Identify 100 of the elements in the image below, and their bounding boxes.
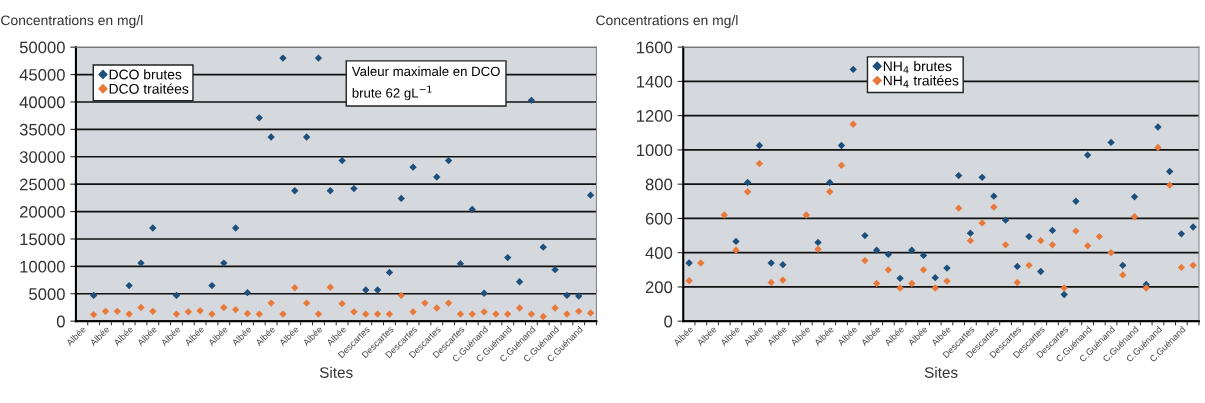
point bbox=[1083, 151, 1092, 159]
point bbox=[527, 96, 536, 104]
y-tick-label: 400 bbox=[645, 247, 673, 259]
legend-label: DCO brutes bbox=[109, 69, 182, 80]
annotation: Valeur maximale en DCO brute 62 gL$^{−1}$ bbox=[351, 66, 500, 101]
point bbox=[1095, 232, 1104, 241]
point bbox=[1037, 237, 1045, 245]
point bbox=[908, 279, 916, 288]
point bbox=[1130, 213, 1139, 221]
y-tick-label: 1000 bbox=[637, 144, 673, 157]
point bbox=[1072, 197, 1080, 205]
point bbox=[243, 289, 252, 297]
point bbox=[978, 173, 986, 181]
point bbox=[220, 303, 228, 312]
point bbox=[149, 307, 157, 315]
point bbox=[255, 114, 263, 122]
point bbox=[955, 204, 963, 212]
point bbox=[755, 141, 764, 150]
point bbox=[338, 156, 346, 165]
point bbox=[208, 281, 216, 290]
point bbox=[137, 303, 145, 312]
y-axis-title: Concentrations en mg/l bbox=[596, 15, 738, 28]
point bbox=[966, 237, 975, 245]
point bbox=[1177, 230, 1186, 238]
point bbox=[884, 250, 893, 259]
point bbox=[468, 205, 476, 214]
point bbox=[826, 188, 834, 196]
y-tick-label: 35000 bbox=[19, 123, 65, 136]
x-axis-title: Sites bbox=[319, 366, 353, 378]
point bbox=[504, 253, 512, 262]
point bbox=[101, 307, 110, 315]
point bbox=[1048, 241, 1057, 249]
point bbox=[872, 279, 881, 288]
y-tick-label: 0 bbox=[56, 315, 65, 328]
point bbox=[350, 184, 358, 193]
point bbox=[1107, 249, 1115, 257]
point bbox=[685, 277, 693, 285]
y-tick-label: 50000 bbox=[19, 41, 65, 54]
point bbox=[1001, 216, 1010, 224]
legend-label: DCO traitées bbox=[109, 83, 189, 94]
point bbox=[373, 310, 382, 318]
point bbox=[326, 283, 334, 291]
point bbox=[896, 274, 904, 283]
y-tick-label: 25000 bbox=[20, 178, 65, 191]
point bbox=[444, 299, 453, 307]
point bbox=[338, 299, 346, 308]
point bbox=[814, 238, 822, 247]
point bbox=[1037, 267, 1045, 276]
point bbox=[539, 243, 547, 251]
point bbox=[291, 284, 299, 292]
y-tick-label: 20000 bbox=[20, 205, 65, 218]
point bbox=[231, 306, 240, 314]
point bbox=[385, 268, 394, 277]
point bbox=[1025, 261, 1033, 270]
y-tick-label: 15000 bbox=[20, 233, 65, 246]
point bbox=[89, 310, 98, 319]
point bbox=[456, 259, 465, 268]
point bbox=[184, 308, 192, 316]
point bbox=[744, 178, 752, 187]
point bbox=[837, 161, 846, 170]
point bbox=[113, 307, 121, 315]
point bbox=[931, 274, 939, 282]
point bbox=[539, 312, 547, 321]
point bbox=[231, 224, 240, 232]
point bbox=[302, 299, 311, 307]
point bbox=[1001, 241, 1010, 249]
point bbox=[172, 291, 181, 300]
point bbox=[779, 261, 787, 269]
point bbox=[1154, 143, 1162, 152]
point bbox=[966, 229, 975, 237]
point bbox=[872, 246, 881, 254]
y-tick-label: 1400 bbox=[637, 75, 673, 88]
y-tick-label: 40000 bbox=[19, 96, 65, 109]
point bbox=[302, 133, 311, 141]
point bbox=[456, 310, 465, 318]
point bbox=[527, 310, 536, 318]
point bbox=[861, 256, 869, 265]
x-axis-title: Sites bbox=[924, 366, 958, 378]
y-tick-label: 1600 bbox=[637, 41, 673, 54]
point bbox=[1025, 232, 1033, 241]
point bbox=[196, 307, 204, 315]
y-tick-label: 10000 bbox=[20, 260, 65, 273]
point bbox=[586, 191, 595, 199]
point bbox=[1177, 263, 1186, 272]
point bbox=[1013, 278, 1021, 287]
point bbox=[172, 310, 181, 318]
point bbox=[291, 187, 299, 195]
point bbox=[919, 266, 928, 274]
point bbox=[826, 178, 834, 187]
y-tick-label: 1200 bbox=[637, 110, 673, 122]
legend-label: NH$_{4}$ traitées bbox=[883, 75, 959, 88]
point bbox=[314, 54, 323, 62]
point bbox=[1048, 226, 1057, 235]
point bbox=[515, 278, 524, 286]
legend-label: NH$_{4}$ brutes bbox=[883, 60, 952, 74]
y-tick-label: 30000 bbox=[19, 151, 65, 163]
point bbox=[125, 281, 133, 290]
point bbox=[919, 251, 928, 260]
point bbox=[397, 291, 405, 300]
point bbox=[1060, 290, 1068, 299]
